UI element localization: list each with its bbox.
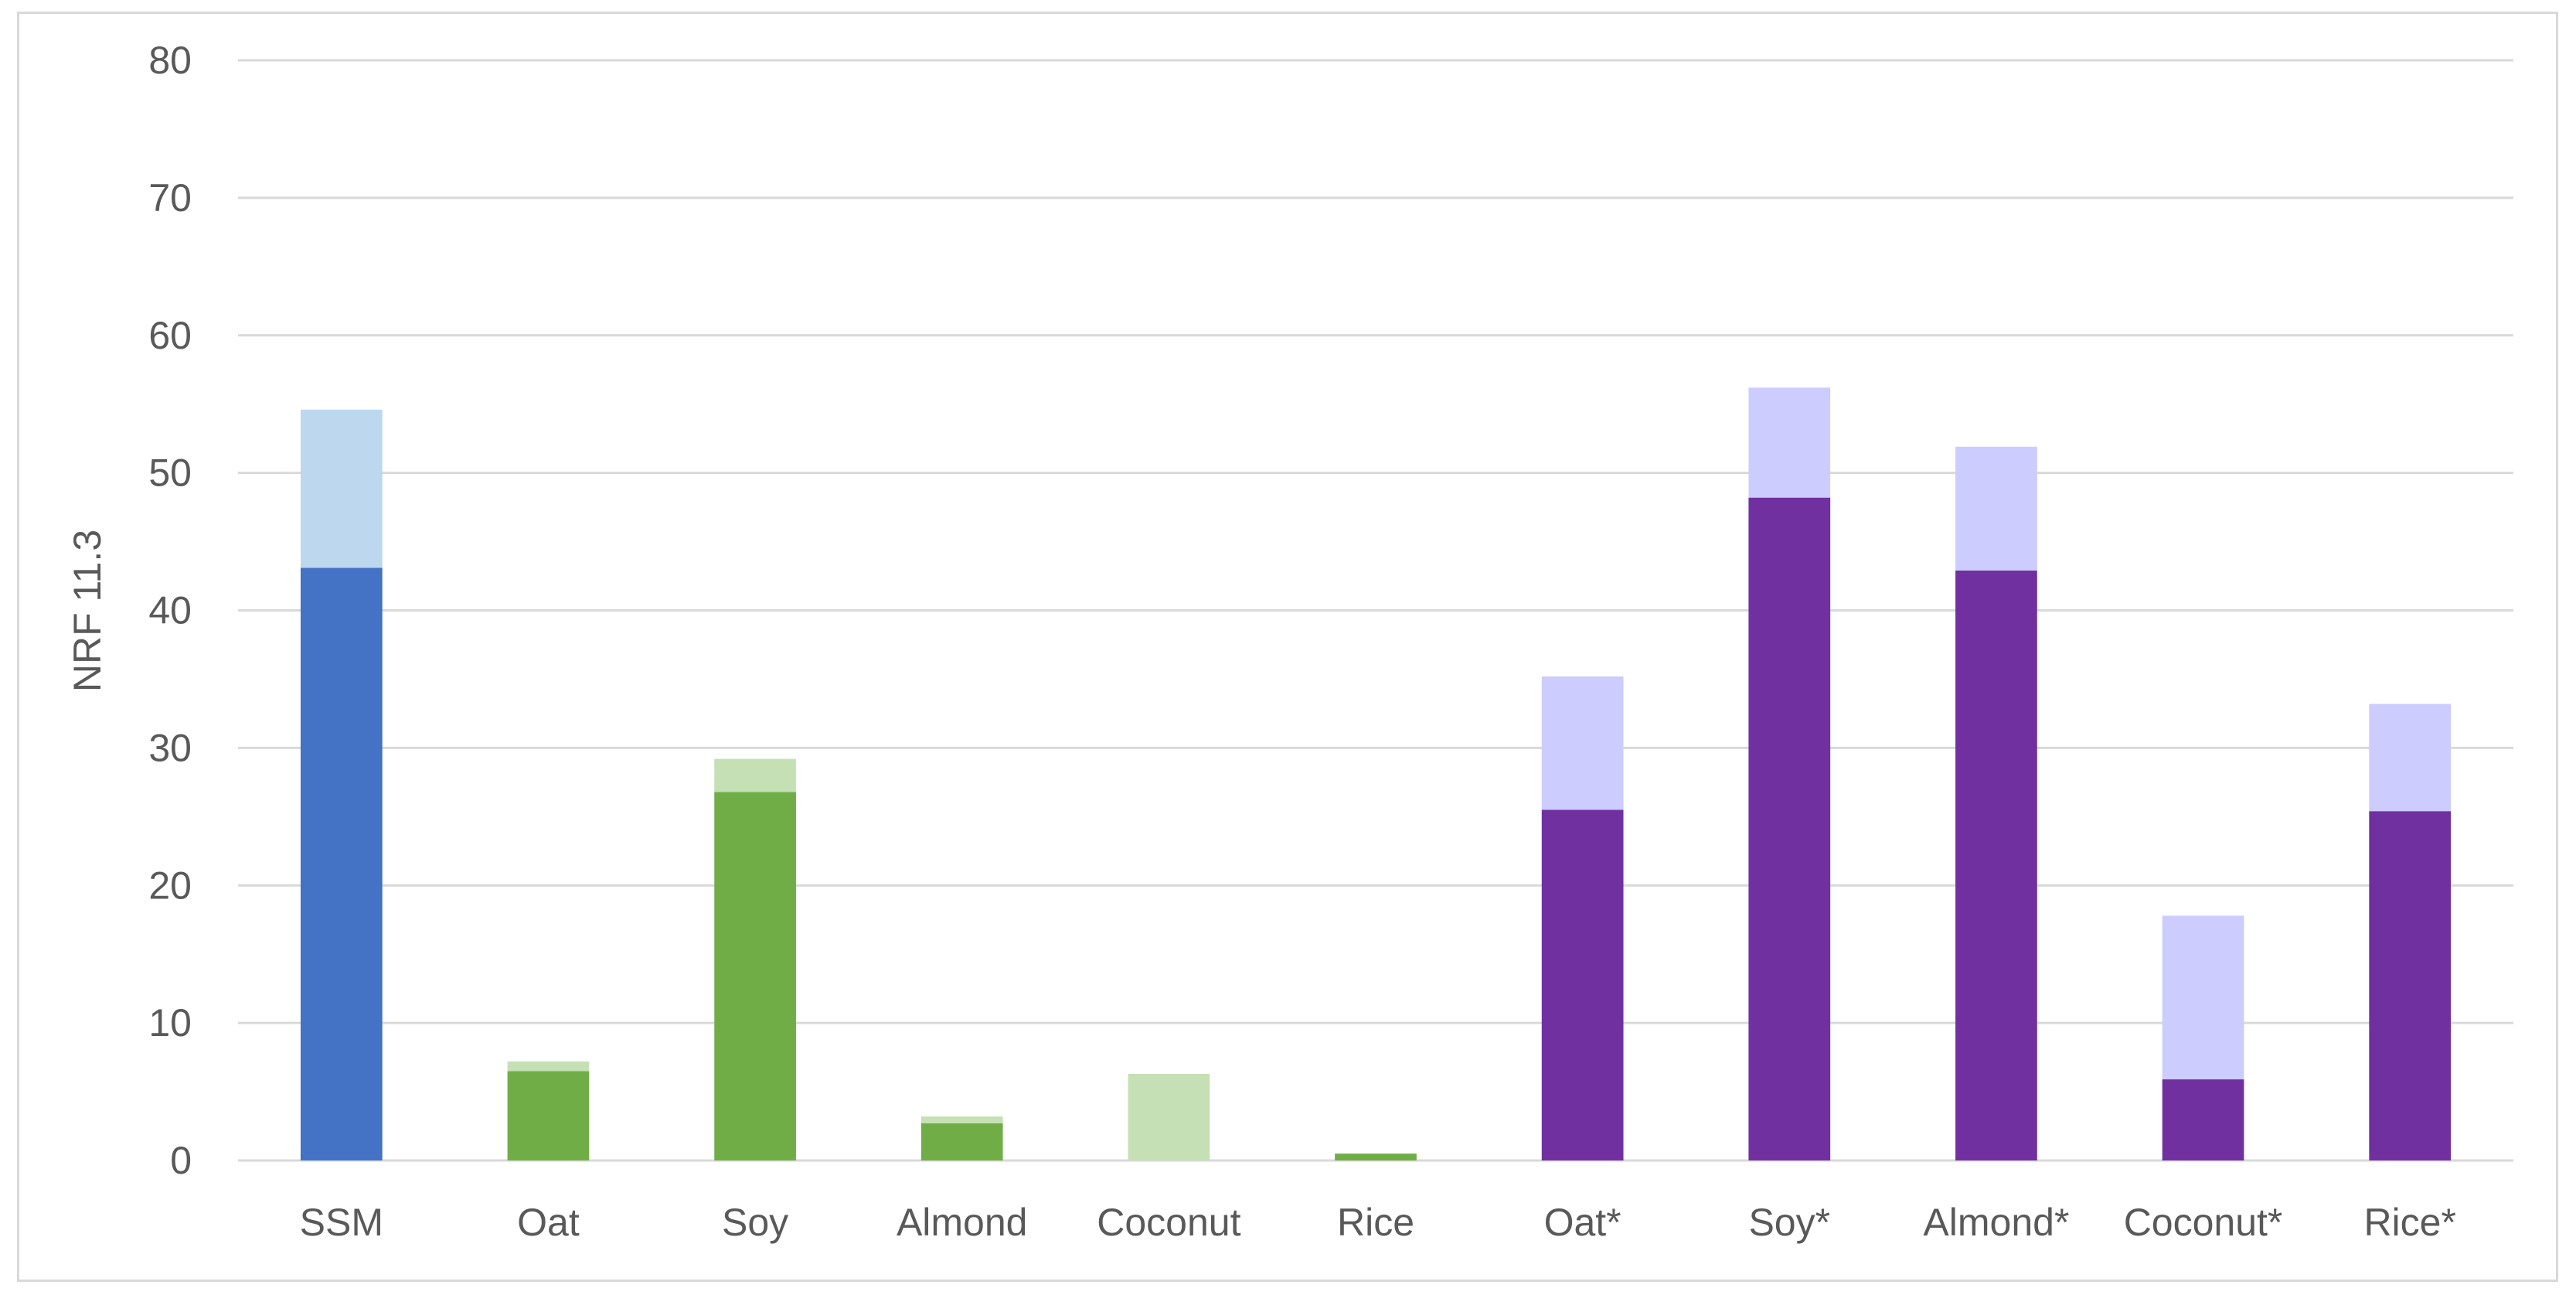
y-tick-label: 50: [148, 452, 192, 495]
bar-segment-base: [1955, 570, 2037, 1160]
y-tick-label: 60: [148, 314, 192, 357]
y-tick-label: 80: [148, 39, 192, 82]
y-tick-label: 0: [170, 1139, 192, 1182]
bar-segment-base: [2162, 1079, 2244, 1160]
bar-segment-top: [1128, 1073, 1210, 1160]
x-tick-label: SSM: [300, 1201, 383, 1244]
bar-segment-top: [2369, 704, 2452, 812]
y-tick-label: 30: [148, 726, 192, 769]
bars: [300, 387, 2452, 1160]
x-tick-label: Coconut: [1097, 1201, 1240, 1244]
y-tick-label: 40: [148, 589, 192, 632]
bar-segment-top: [920, 1116, 1003, 1123]
bar-segment-base: [1748, 497, 1831, 1160]
bar-segment-base: [1541, 809, 1624, 1160]
chart-frame: [17, 12, 2558, 1282]
x-tick-label: Oat*: [1544, 1201, 1621, 1244]
x-tick-label: Almond*: [1923, 1201, 2069, 1244]
gridlines: [238, 59, 2513, 1162]
y-tick-label: 20: [148, 864, 192, 907]
y-tick-labels: 0 10 20 30 40 50 60 70 80: [148, 39, 192, 1182]
bar-segment-base: [920, 1123, 1003, 1160]
x-tick-label: Soy*: [1748, 1201, 1830, 1244]
bar-segment-base: [2369, 811, 2452, 1160]
y-tick-label: 10: [148, 1001, 192, 1045]
x-tick-label: Rice: [1337, 1201, 1414, 1244]
y-tick-label: 70: [148, 176, 192, 220]
x-tick-label: Oat: [517, 1201, 580, 1244]
x-tick-labels: SSM Oat Soy Almond Coconut Rice Oat* Soy* Almond…: [300, 1201, 2456, 1244]
x-tick-label: Rice*: [2363, 1201, 2455, 1244]
y-axis-title: NRF 11.3: [66, 530, 109, 692]
bar-segment-top: [714, 758, 796, 792]
bar-segment-top: [1748, 387, 1831, 498]
bar-segment-top: [1955, 446, 2037, 571]
bar-segment-base: [714, 792, 796, 1160]
bar-segment-top: [2162, 915, 2244, 1080]
bar-segment-base: [300, 567, 383, 1160]
bar-segment-top: [1541, 676, 1624, 810]
x-tick-label: Almond: [897, 1201, 1028, 1244]
x-tick-label: Coconut*: [2124, 1201, 2283, 1244]
bar-segment-top: [300, 409, 383, 568]
x-tick-label: Soy: [722, 1201, 788, 1244]
bar-segment-base: [507, 1071, 590, 1160]
bar-segment-base: [1335, 1154, 1417, 1160]
bar-segment-top: [507, 1061, 590, 1072]
